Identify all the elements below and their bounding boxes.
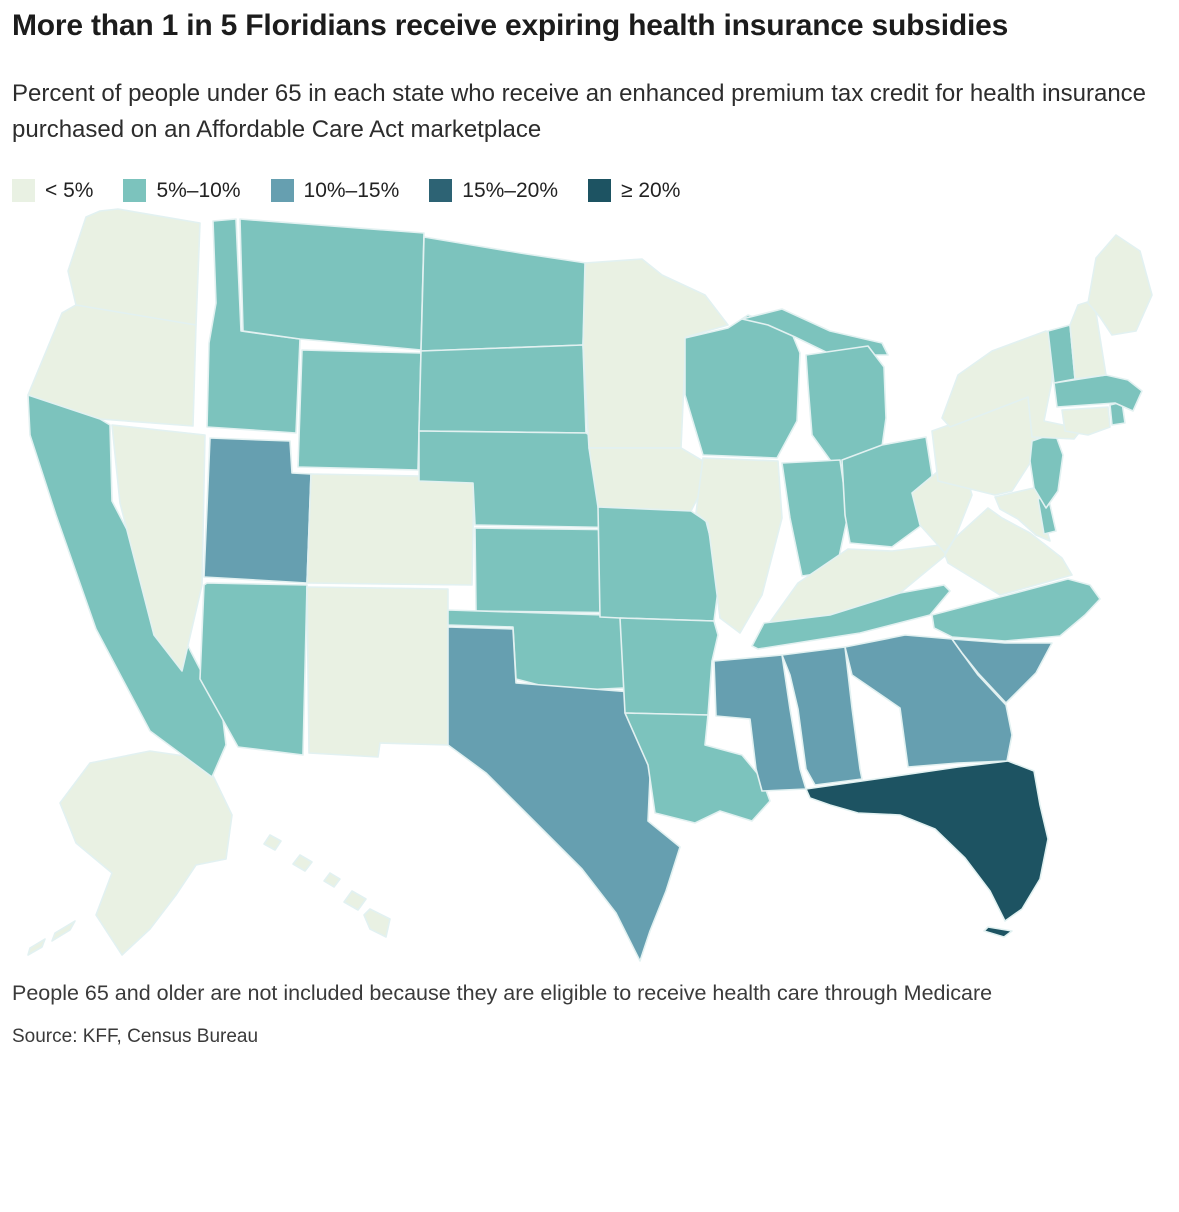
state-maine — [1087, 233, 1153, 336]
state-alabama — [781, 645, 863, 786]
legend-label-gte20: ≥ 20% — [621, 178, 681, 202]
state-idaho — [206, 217, 301, 434]
legend-item-gte20: ≥ 20% — [588, 179, 680, 203]
state-florida-keys — [983, 925, 1013, 938]
state-hawaii-2 — [292, 853, 313, 872]
state-alaska-aleutians-2 — [27, 937, 46, 956]
state-illinois — [695, 456, 783, 634]
state-tennessee — [751, 583, 951, 650]
legend-swatch-gte20 — [588, 179, 612, 203]
state-utah — [203, 436, 312, 584]
state-massachusetts — [1053, 373, 1143, 412]
state-california — [27, 393, 227, 778]
source-line: Source: KFF, Census Bureau — [12, 1025, 259, 1047]
state-alaska — [59, 749, 233, 956]
chart-subtitle: Percent of people under 65 in each state… — [12, 79, 1147, 143]
state-colorado — [306, 472, 475, 586]
state-hawaii-1 — [263, 833, 282, 851]
legend-label-15-20: 15%–20% — [462, 178, 559, 202]
footnote: People 65 and older are not included bec… — [12, 980, 993, 1005]
chart-container: More than 1 in 5 Floridians receive expi… — [0, 0, 1179, 203]
state-north-dakota — [420, 235, 587, 352]
state-iowa — [588, 446, 708, 512]
state-arizona — [199, 581, 308, 756]
legend-label-10-15: 10%–15% — [303, 178, 400, 202]
legend-item-15-20: 15%–20% — [429, 179, 558, 203]
legend-swatch-lt5 — [12, 179, 35, 203]
state-wyoming — [297, 348, 422, 471]
state-hawaii-4 — [343, 889, 367, 911]
page-title: More than 1 in 5 Floridians receive expi… — [12, 9, 1009, 42]
legend-item-lt5: < 5% — [12, 179, 93, 203]
state-alaska-aleutians-1 — [51, 919, 76, 942]
state-hawaii-5 — [363, 907, 391, 938]
state-montana — [239, 217, 425, 351]
legend-label-lt5: < 5% — [45, 178, 94, 202]
state-missouri — [597, 505, 721, 622]
state-texas — [447, 625, 681, 962]
legend-item-5-10: 5%–10% — [123, 178, 241, 203]
state-connecticut — [1061, 405, 1111, 436]
state-virginia — [944, 506, 1073, 596]
state-new-hampshire — [1069, 298, 1107, 380]
chart-footer: People 65 and older are not included bec… — [0, 965, 1179, 1048]
state-michigan-upper — [741, 307, 889, 356]
state-nevada — [111, 423, 206, 672]
state-arkansas — [619, 616, 719, 716]
state-mississippi — [713, 653, 807, 792]
state-new-mexico — [306, 585, 449, 758]
state-louisiana — [624, 711, 771, 824]
state-wisconsin — [684, 313, 801, 459]
state-hawaii-3 — [323, 871, 341, 888]
legend: < 5% 5%–10% 10%–15% 15%–20% ≥ 20% — [12, 179, 1165, 203]
state-north-carolina — [931, 577, 1101, 642]
legend-swatch-15-20 — [429, 179, 453, 203]
state-florida — [805, 759, 1049, 922]
legend-swatch-5-10 — [123, 179, 147, 203]
legend-item-10-15: 10%–15% — [270, 178, 400, 203]
state-south-carolina — [951, 637, 1053, 704]
legend-label-5-10: 5%–10% — [156, 178, 241, 202]
state-minnesota — [582, 257, 729, 449]
state-south-dakota — [418, 343, 587, 434]
state-new-york — [941, 329, 1083, 440]
legend-swatch-10-15 — [270, 179, 294, 203]
us-choropleth-map — [0, 203, 1179, 965]
